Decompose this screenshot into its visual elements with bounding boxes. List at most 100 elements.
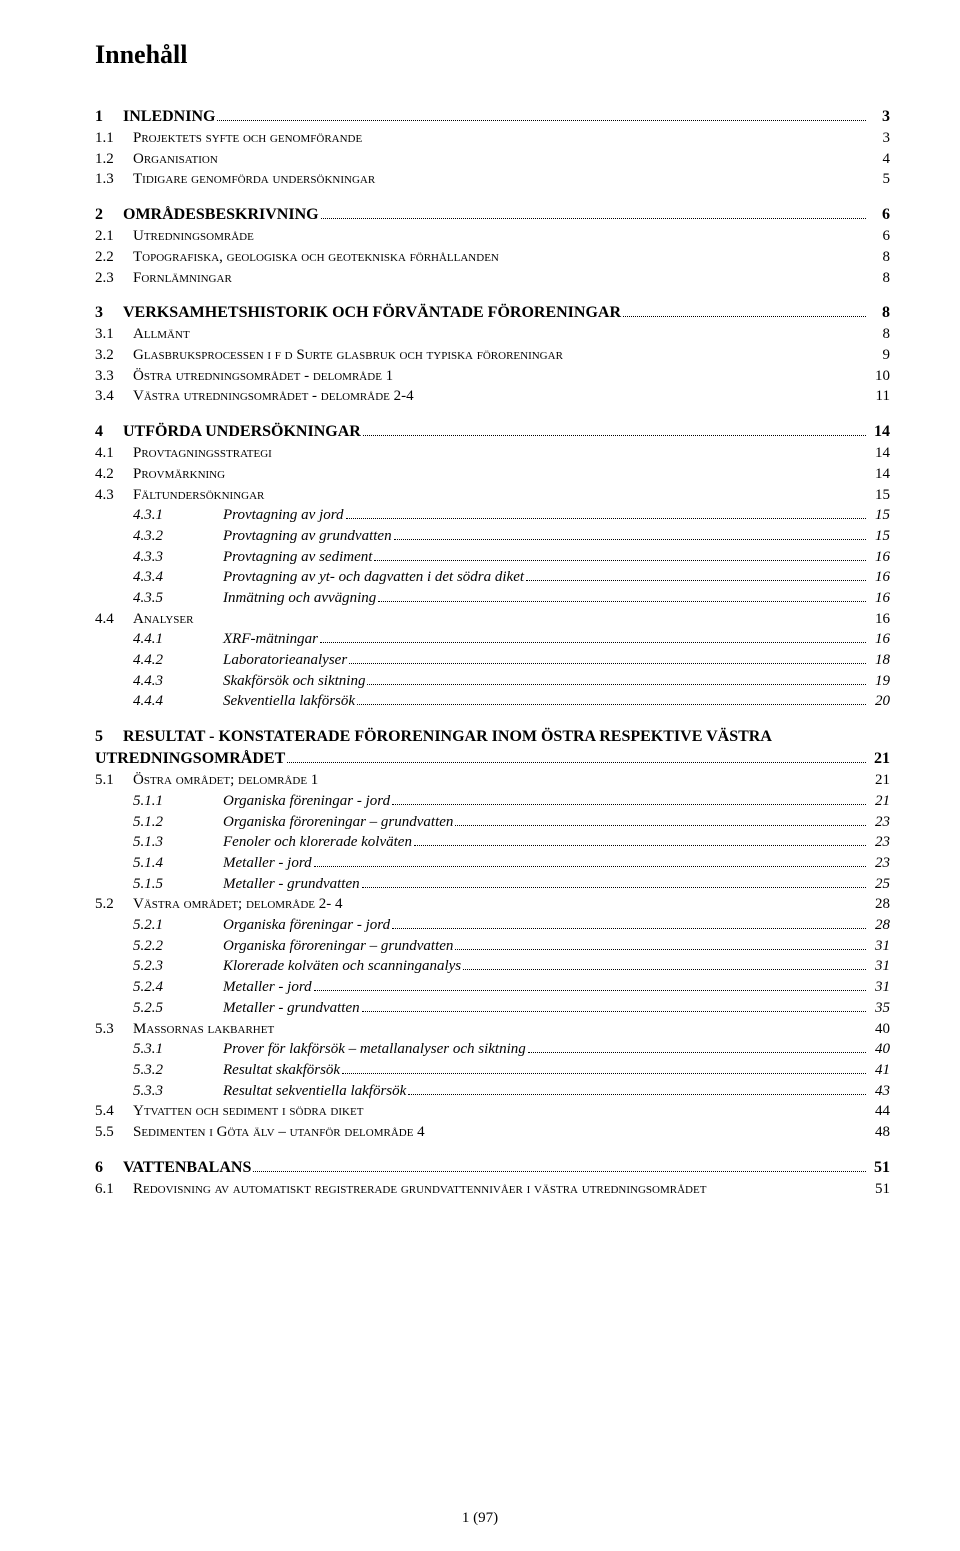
toc-number: 1.1	[95, 128, 133, 149]
toc-text: Laboratorieanalyser	[223, 650, 347, 671]
toc-leader	[363, 424, 866, 436]
toc-entry: 5.1.3 Fenoler och klorerade kolväten23	[95, 832, 890, 853]
toc-text: Metaller - grundvatten	[223, 874, 360, 895]
toc-text: Fältundersökningar	[133, 485, 264, 506]
toc-number: 5.2	[95, 894, 133, 915]
toc-number: 4.4.3	[95, 671, 223, 692]
toc-number: 5.1	[95, 770, 133, 791]
toc-number: 5.1.3	[95, 832, 223, 853]
toc-leader	[349, 653, 866, 665]
toc-entry: 5.1.5 Metaller - grundvatten25	[95, 874, 890, 895]
toc-leader	[362, 876, 866, 888]
toc-leader	[378, 591, 866, 603]
toc-number: 4.3.1	[95, 505, 223, 526]
toc-entry: 6.1 Redovisning av automatiskt registrer…	[95, 1179, 890, 1200]
toc-entry: 5.5 Sedimenten i Göta älv – utanför delo…	[95, 1122, 890, 1143]
toc-page-number: 23	[868, 812, 890, 833]
toc-text: Inmätning och avvägning	[223, 588, 376, 609]
toc-number: 5.3.2	[95, 1060, 223, 1081]
toc-number: 3.2	[95, 345, 133, 366]
toc-number: 1	[95, 106, 123, 128]
toc-entry: 4.3.4 Provtagning av yt- och dagvatten i…	[95, 567, 890, 588]
toc-leader	[463, 959, 866, 971]
toc-entry: 5 RESULTAT - KONSTATERADE FÖRORENINGAR I…	[95, 726, 890, 748]
toc-text: Fornlämningar	[133, 268, 232, 289]
toc-page-number: 14	[868, 443, 890, 464]
toc-leader	[367, 673, 866, 685]
toc-page-number: 21	[868, 791, 890, 812]
toc-leader	[346, 508, 866, 520]
toc-page-number: 43	[868, 1081, 890, 1102]
toc-text: Prover för lakförsök – metallanalyser oc…	[223, 1039, 526, 1060]
toc-number: 5.2.1	[95, 915, 223, 936]
toc-entry: 5.4 Ytvatten och sediment i södra diket4…	[95, 1101, 890, 1122]
toc-page-number: 28	[868, 915, 890, 936]
table-of-contents: 1 INLEDNING31.1 Projektets syfte och gen…	[95, 106, 890, 1199]
toc-leader	[394, 528, 866, 540]
toc-page-number: 40	[868, 1039, 890, 1060]
toc-page-number: 8	[868, 268, 890, 289]
toc-page-number: 11	[868, 386, 890, 407]
toc-entry: 2 OMRÅDESBESKRIVNING6	[95, 204, 890, 226]
toc-text: Klorerade kolväten och scanninganalys	[223, 956, 461, 977]
toc-text: Provtagning av grundvatten	[223, 526, 392, 547]
toc-number: 5.4	[95, 1101, 133, 1122]
toc-entry: 5.3.1 Prover för lakförsök – metallanaly…	[95, 1039, 890, 1060]
toc-text: Organiska föroreningar – grundvatten	[223, 936, 453, 957]
toc-entry: 4.3.3 Provtagning av sediment16	[95, 547, 890, 568]
toc-text: Östra utredningsområdet - delområde 1	[133, 366, 393, 387]
toc-leader	[408, 1083, 866, 1095]
toc-text: Västra området; delområde 2- 4	[133, 894, 343, 915]
toc-page-number: 31	[868, 936, 890, 957]
toc-number: 5.1.4	[95, 853, 223, 874]
toc-number: 2.1	[95, 226, 133, 247]
toc-entry: 1.2 Organisation4	[95, 149, 890, 170]
toc-number: 5.2.2	[95, 936, 223, 957]
toc-entry: 4.3 Fältundersökningar 15	[95, 485, 890, 506]
toc-text: Östra området; delområde 1	[133, 770, 318, 791]
toc-entry: 2.3 Fornlämningar 8	[95, 268, 890, 289]
toc-page-number: 16	[868, 609, 890, 630]
toc-leader	[342, 1062, 866, 1074]
toc-number: 5.2.4	[95, 977, 223, 998]
toc-number: 5.2.5	[95, 998, 223, 1019]
toc-text: Tidigare genomförda undersökningar	[133, 169, 375, 190]
toc-page-number: 28	[868, 894, 890, 915]
toc-entry: 3.3 Östra utredningsområdet - delområde …	[95, 366, 890, 387]
toc-page-number: 51	[868, 1157, 890, 1179]
toc-page-number: 15	[868, 485, 890, 506]
toc-number: 5.1.1	[95, 791, 223, 812]
toc-text: Glasbruksprocessen i f d Surte glasbruk …	[133, 345, 563, 366]
toc-entry: 4.4.2 Laboratorieanalyser18	[95, 650, 890, 671]
toc-entry: 5.3.2 Resultat skakförsök41	[95, 1060, 890, 1081]
toc-page-number: 14	[868, 421, 890, 443]
toc-entry: 3.4 Västra utredningsområdet - delområde…	[95, 386, 890, 407]
toc-leader	[253, 1159, 866, 1171]
toc-text: Metaller - grundvatten	[223, 998, 360, 1019]
toc-entry: 5.2.2 Organiska föroreningar – grundvatt…	[95, 936, 890, 957]
toc-entry: 4.2 Provmärkning14	[95, 464, 890, 485]
toc-page-number: 21	[868, 770, 890, 791]
toc-number: 5	[95, 726, 123, 748]
toc-text: VERKSAMHETSHISTORIK OCH FÖRVÄNTADE FÖROR…	[123, 302, 621, 324]
toc-text: Sekventiella lakförsök	[223, 691, 355, 712]
toc-text: VATTENBALANS	[123, 1157, 251, 1179]
toc-number: 5.3	[95, 1019, 133, 1040]
toc-page-number: 23	[868, 853, 890, 874]
toc-page-number: 6	[868, 226, 890, 247]
toc-entry: UTREDNINGSOMRÅDET21	[95, 748, 890, 770]
toc-text: UTFÖRDA UNDERSÖKNINGAR	[123, 421, 361, 443]
toc-page-number: 51	[868, 1179, 890, 1200]
toc-number: 1.2	[95, 149, 133, 170]
toc-text: Resultat skakförsök	[223, 1060, 340, 1081]
toc-entry: 5.1.2 Organiska föroreningar – grundvatt…	[95, 812, 890, 833]
toc-number: 3.4	[95, 386, 133, 407]
toc-number: 6	[95, 1157, 123, 1179]
toc-page-number: 44	[868, 1101, 890, 1122]
toc-text: Metaller - jord	[223, 853, 312, 874]
toc-number: 4.3	[95, 485, 133, 506]
toc-number: 2.3	[95, 268, 133, 289]
toc-leader	[314, 856, 866, 868]
toc-text: Resultat sekventiella lakförsök	[223, 1081, 406, 1102]
toc-number: 5.5	[95, 1122, 133, 1143]
